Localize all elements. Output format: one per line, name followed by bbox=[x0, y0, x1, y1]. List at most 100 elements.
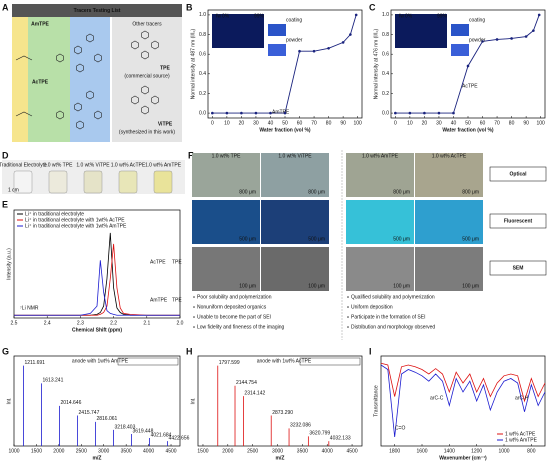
bullet-text: Unable to become the part of SEI bbox=[197, 314, 271, 320]
column-label: 1.0 wt% AmTPE bbox=[362, 153, 399, 159]
y-tick-label: 0.2 bbox=[199, 91, 206, 97]
x-tick-label: 40 bbox=[451, 120, 457, 126]
peak-label: 1211.691 bbox=[24, 360, 45, 366]
peak-label: 2144.754 bbox=[236, 380, 257, 386]
y-tick-label: 0.6 bbox=[382, 52, 389, 58]
data-point bbox=[341, 41, 345, 44]
x-axis-label: m/Z bbox=[276, 455, 285, 461]
x-tick-label: 3500 bbox=[297, 448, 308, 454]
y-tick-label: 0.4 bbox=[199, 71, 206, 77]
micrograph bbox=[192, 153, 260, 197]
micrograph bbox=[415, 200, 483, 244]
vial bbox=[83, 170, 103, 194]
vial bbox=[118, 170, 138, 194]
legend-label: 1 wt% AmTPE bbox=[505, 437, 538, 443]
row-tag bbox=[489, 166, 547, 182]
spectrum-line bbox=[14, 260, 180, 316]
bullet bbox=[193, 306, 195, 308]
vial-label: Traditional Electrolyte bbox=[0, 162, 47, 168]
micrograph bbox=[346, 153, 414, 197]
data-point bbox=[298, 49, 301, 53]
vial bbox=[48, 170, 68, 194]
note-box bbox=[299, 357, 361, 366]
peak-label: 1797.599 bbox=[219, 360, 240, 366]
x-tick-label: 4500 bbox=[346, 448, 357, 454]
peak-label: 4032.133 bbox=[330, 436, 351, 442]
tracer-name: TPE bbox=[160, 65, 170, 71]
scale-label: 100 μm bbox=[462, 283, 479, 289]
scale-label: 100 μm bbox=[308, 283, 325, 289]
peak-label: 2415.747 bbox=[79, 410, 100, 416]
panel-letter: F bbox=[188, 150, 194, 160]
vial bbox=[153, 170, 173, 194]
y-tick-label: 0.8 bbox=[199, 32, 206, 38]
x-tick-label: 40 bbox=[268, 120, 274, 126]
x-tick-label: 3500 bbox=[121, 448, 132, 454]
vial bbox=[13, 170, 33, 194]
bullet-text: Distribution and morphology observed bbox=[351, 324, 435, 330]
x-axis-label: Wavenumber (cm⁻¹) bbox=[439, 455, 487, 461]
annotation: fw bbox=[399, 13, 404, 19]
inset-photo bbox=[451, 24, 469, 36]
data-point bbox=[537, 13, 541, 17]
scale-label: 500 μm bbox=[462, 236, 479, 242]
scale-label: 800 μm bbox=[308, 189, 325, 195]
tracer-name: AcTPE bbox=[32, 79, 49, 85]
x-tick-label: 800 bbox=[527, 448, 536, 454]
x-tick-label: 2.2 bbox=[110, 320, 117, 326]
data-point bbox=[452, 111, 455, 115]
bullet bbox=[193, 316, 195, 318]
x-tick-label: 50 bbox=[465, 120, 471, 126]
annotation: AmTPE bbox=[272, 109, 290, 115]
annotation: arC-H bbox=[515, 395, 529, 401]
scale-label: 500 μm bbox=[239, 236, 256, 242]
bullet-text: Participate in the formation of SEI bbox=[351, 314, 425, 320]
annotation: 99% bbox=[254, 13, 265, 19]
micrograph bbox=[415, 153, 483, 197]
annotation: AmTPE bbox=[150, 297, 168, 303]
panel-a bbox=[12, 4, 182, 142]
y-axis-label: Transmittance bbox=[373, 385, 379, 417]
scale-label: 100 μm bbox=[393, 283, 410, 289]
inset-photo bbox=[268, 24, 286, 36]
annotation: 0% bbox=[405, 13, 413, 19]
x-tick-label: 60 bbox=[480, 120, 486, 126]
data-point bbox=[510, 37, 513, 40]
x-tick-label: 1500 bbox=[31, 448, 42, 454]
scale-label: 800 μm bbox=[239, 189, 256, 195]
y-tick-label: 0.0 bbox=[199, 110, 206, 116]
peak-label: 4021.684 bbox=[151, 432, 172, 438]
annotation: fw bbox=[216, 13, 221, 19]
bullet-text: Qualified solubility and polymerization bbox=[351, 294, 435, 300]
x-tick-label: 100 bbox=[353, 120, 362, 126]
x-tick-label: 1000 bbox=[8, 448, 19, 454]
legend-label: Li⁺ in traditional electrolyte with 1wt%… bbox=[25, 217, 125, 223]
x-tick-label: 10 bbox=[407, 120, 413, 126]
x-tick-label: 2500 bbox=[247, 448, 258, 454]
inset-photo bbox=[395, 14, 447, 48]
scale-label: 100 μm bbox=[239, 283, 256, 289]
inset-photo bbox=[268, 44, 286, 56]
legend-label: Li⁺ in traditional electrolyte bbox=[25, 211, 84, 217]
panel-letter: G bbox=[2, 346, 9, 356]
x-tick-label: 30 bbox=[253, 120, 259, 126]
x-tick-label: 1400 bbox=[444, 448, 455, 454]
annotation: C=O bbox=[395, 425, 406, 431]
micrograph bbox=[261, 200, 329, 244]
band bbox=[112, 4, 182, 142]
micrograph bbox=[192, 200, 260, 244]
scale-label: 500 μm bbox=[393, 236, 410, 242]
x-tick-label: 3000 bbox=[272, 448, 283, 454]
panel-letter: D bbox=[2, 150, 9, 160]
annotation: anode with 1wt% AcTPE bbox=[257, 358, 312, 364]
band bbox=[70, 4, 110, 142]
bullet-text: Low fidelity and fineness of the imaging bbox=[197, 324, 284, 330]
panel-letter: A bbox=[2, 2, 9, 12]
peak-label: 4422.656 bbox=[169, 436, 190, 442]
data-line bbox=[395, 14, 540, 114]
annotation: powder bbox=[286, 37, 303, 43]
data-point bbox=[240, 111, 243, 115]
data-point bbox=[466, 64, 470, 68]
bullet bbox=[347, 306, 349, 308]
data-point bbox=[211, 111, 214, 115]
